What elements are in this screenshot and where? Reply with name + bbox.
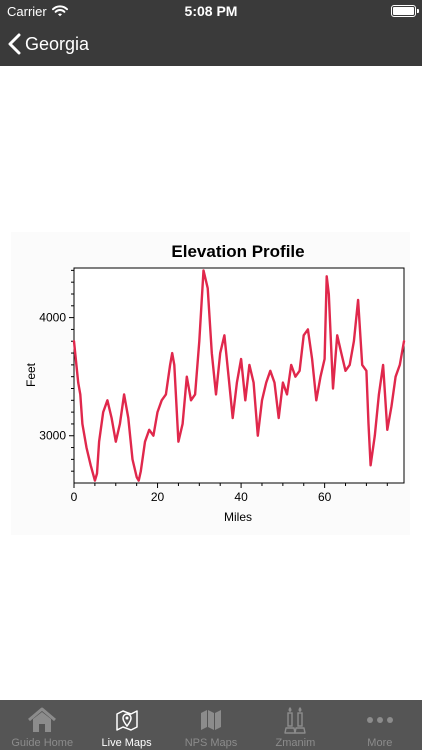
- y-tick-label: 3000: [39, 429, 66, 443]
- navigation-bar: Georgia: [0, 22, 422, 66]
- tab-label: Live Maps: [101, 737, 152, 749]
- battery-fill: [393, 7, 414, 15]
- back-button[interactable]: Georgia: [8, 28, 89, 60]
- more-dots-icon: [338, 706, 422, 734]
- tab-label: NPS Maps: [184, 737, 238, 749]
- carrier-label: Carrier: [7, 4, 47, 19]
- axis-ticks: 0 20 40 60 3000 4000: [39, 269, 388, 504]
- tab-zmanim[interactable]: Zmanim: [253, 700, 337, 750]
- tab-live-maps[interactable]: Live Maps: [84, 700, 168, 750]
- house-icon: [0, 706, 84, 734]
- y-axis-label: Feet: [24, 362, 38, 387]
- back-button-label: Georgia: [25, 33, 90, 54]
- x-tick-label: 40: [234, 490, 248, 504]
- x-axis-label: Miles: [224, 510, 252, 524]
- tab-guide-home[interactable]: Guide Home: [0, 700, 84, 750]
- tab-bar: Guide Home Live Maps NPS Maps: [0, 700, 422, 750]
- status-bar: Carrier 5:08 PM: [0, 0, 422, 22]
- tab-nps-maps[interactable]: NPS Maps: [169, 700, 253, 750]
- x-tick-label: 20: [151, 490, 165, 504]
- clock-time: 5:08 PM: [184, 3, 238, 19]
- tab-label: Zmanim: [275, 737, 316, 749]
- tab-more[interactable]: More: [338, 700, 422, 750]
- candles-icon: [253, 706, 337, 734]
- chevron-left-icon: [8, 33, 21, 55]
- tab-label: Guide Home: [11, 737, 74, 749]
- chart-title: Elevation Profile: [171, 242, 304, 261]
- tab-label: More: [367, 737, 393, 749]
- y-tick-label: 4000: [39, 311, 66, 325]
- x-tick-label: 0: [71, 490, 78, 504]
- battery-icon: [391, 5, 416, 17]
- wifi-icon: [52, 4, 68, 22]
- elevation-series-line: [72, 269, 406, 482]
- folded-map-icon: [169, 706, 253, 734]
- map-pin-icon: [84, 706, 168, 734]
- battery-tip: [417, 9, 419, 13]
- x-tick-label: 60: [318, 490, 332, 504]
- elevation-chart: Elevation Profile 0 20 40 60 3000 4000 Miles …: [11, 232, 410, 535]
